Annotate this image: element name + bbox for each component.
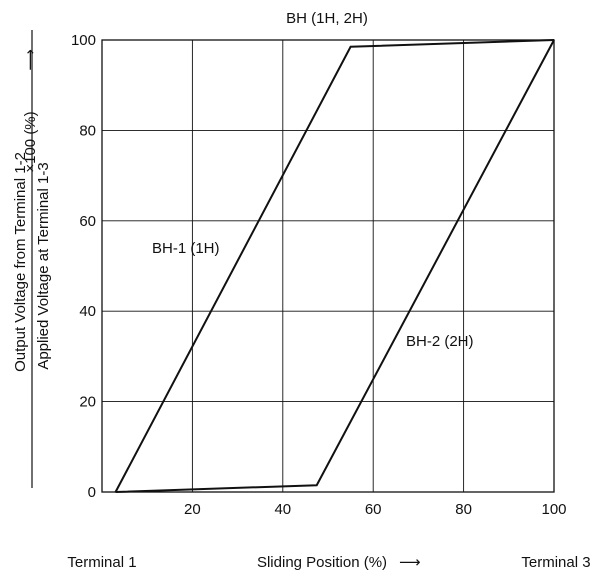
chart-title: BH (1H, 2H) — [286, 10, 368, 27]
y-tick-label: 40 — [79, 303, 96, 320]
x-label-arrow-icon: ⟶ — [399, 554, 421, 571]
series-label-bh2: BH-2 (2H) — [406, 333, 474, 350]
y-label-suffix: ×100 (%) — [22, 111, 39, 172]
x-end-label: Terminal 3 — [521, 554, 590, 571]
y-tick-label: 0 — [88, 484, 96, 501]
y-tick-label: 60 — [79, 213, 96, 230]
y-label-denominator: Applied Voltage at Terminal 1-3 — [35, 162, 52, 369]
y-tick-label: 20 — [79, 394, 96, 411]
y-tick-label: 100 — [71, 32, 96, 49]
x-tick-label: 20 — [184, 501, 201, 518]
y-tick-label: 80 — [79, 122, 96, 139]
series-line-1 — [114, 39, 555, 493]
series-line-2 — [115, 39, 555, 493]
grid — [102, 40, 554, 492]
x-tick-label: 60 — [365, 501, 382, 518]
y-axis-label: Output Voltage from Terminal 1-2 Applied… — [12, 30, 52, 488]
x-tick-label: 40 — [274, 501, 291, 518]
x-tick-label: 100 — [541, 501, 566, 518]
x-tick-label: 80 — [455, 501, 472, 518]
x-start-label: Terminal 1 — [67, 554, 136, 571]
series-layer — [114, 39, 555, 493]
x-axis-label: Sliding Position (%) — [257, 554, 387, 571]
plot-frame — [101, 39, 555, 493]
y-label-numerator: Output Voltage from Terminal 1-2 — [12, 152, 29, 372]
y-label-arrow-icon: ⟶ — [22, 49, 39, 71]
series-label-bh1: BH-1 (1H) — [152, 240, 220, 257]
tick-labels: 20 40 60 80 100 0 20 40 60 80 100 — [71, 32, 567, 518]
